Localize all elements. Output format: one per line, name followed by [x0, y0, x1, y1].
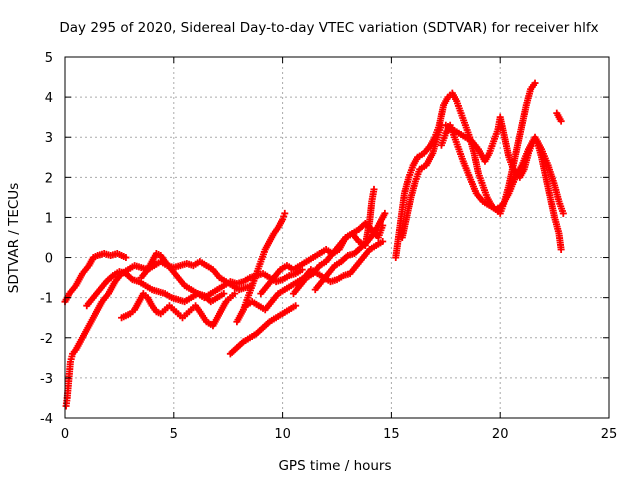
chart-title: Day 295 of 2020, Sidereal Day-to-day VTE…: [59, 20, 598, 36]
data-point: [531, 79, 539, 87]
x-tick-label: 15: [383, 427, 400, 442]
x-tick-label: 10: [274, 427, 291, 442]
y-tick-label: 0: [45, 252, 53, 267]
series-trace-b: [62, 258, 256, 410]
x-tick-label: 20: [492, 427, 509, 442]
y-tick-label: 5: [45, 51, 53, 66]
y-tick-label: 1: [45, 211, 53, 226]
plot-frame: [64, 56, 610, 419]
series-trace-c: [83, 268, 228, 310]
x-tick-label: 0: [61, 427, 69, 442]
y-axis-label: SDTVAR / TECUs: [6, 183, 22, 293]
data-point: [370, 185, 378, 193]
x-tick-label: 5: [170, 427, 178, 442]
x-tick-label: 25: [601, 427, 618, 442]
data-point: [231, 290, 239, 298]
series-trace-e: [137, 250, 306, 302]
data-point: [381, 209, 389, 217]
data-point: [557, 117, 565, 125]
series-trace-h: [242, 238, 387, 314]
y-tick-label: 4: [45, 91, 53, 106]
y-tick-label: -1: [40, 292, 53, 307]
data-layer: [61, 79, 567, 410]
data-point: [220, 290, 228, 298]
series-trace-o: [553, 109, 565, 125]
series-trace-k: [311, 209, 389, 294]
series-trace-f: [226, 302, 300, 358]
series-trace-j: [289, 185, 378, 298]
y-tick-label: -4: [40, 412, 53, 427]
data-point: [122, 254, 130, 262]
series-trace-d: [118, 290, 239, 330]
y-tick-label: 2: [45, 171, 53, 186]
series-trace-n: [437, 121, 567, 217]
y-tick-label: -3: [40, 372, 53, 387]
data-point: [379, 238, 387, 246]
y-tick-label: 3: [45, 131, 53, 146]
data-point: [559, 209, 567, 217]
axis-ticks: 0 5 10 15 20 25 -4 -3 -2 -1 0 1 2 3 4 5: [40, 51, 617, 442]
data-point: [281, 209, 289, 217]
y-tick-label: -2: [40, 332, 53, 347]
x-axis-label: GPS time / hours: [278, 458, 391, 474]
data-point: [557, 246, 565, 254]
data-point: [292, 302, 300, 310]
